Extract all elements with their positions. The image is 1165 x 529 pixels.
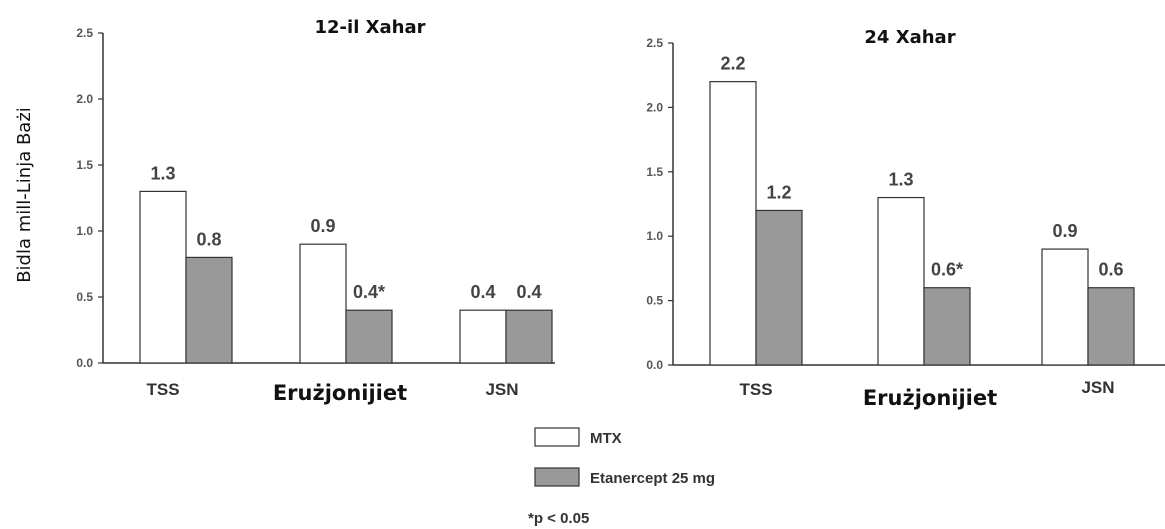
bar-mtx	[709, 81, 757, 366]
chart-panel-2: 24 Xahar 0.0 0.5 1.0 1.5 2.0 2.5 2.2 1.2 TSS 1.3 0.…	[646, 27, 1165, 410]
y-tick-label: 2.5	[76, 26, 93, 40]
y-tick-label: 2.0	[646, 100, 663, 114]
chart-title: 12-il Xahar	[315, 17, 426, 38]
bar-etanercept	[505, 309, 553, 364]
data-label: 0.9	[310, 216, 335, 236]
y-tick-label: 1.0	[646, 229, 663, 243]
data-label: 0.4	[470, 282, 495, 302]
legend-swatch-etanercept	[534, 467, 580, 487]
data-label: 0.6*	[931, 260, 963, 280]
data-label: 0.4	[516, 282, 541, 302]
bar-mtx	[877, 196, 925, 366]
chart-panel-1: 12-il Xahar 0.0 0.5 1.0 1.5 2.0 2.5 1.3 0.8 TSS 0.…	[76, 17, 555, 405]
bar-mtx	[459, 309, 507, 364]
y-tick-label: 1.5	[646, 165, 663, 179]
footnote: *p < 0.05	[528, 510, 589, 527]
chart-title: 24 Xahar	[864, 27, 955, 48]
legend-label-etanercept: Etanercept 25 mg	[590, 470, 715, 487]
legend-label-mtx: MTX	[590, 430, 622, 447]
category-label: TSS	[739, 380, 772, 399]
chart-panels: 12-il Xahar 0.0 0.5 1.0 1.5 2.0 2.5 1.3 0.8 TSS 0.…	[76, 17, 1165, 410]
y-tick-label: 1.5	[76, 158, 93, 172]
category-label: TSS	[146, 380, 179, 399]
bar-etanercept	[755, 209, 803, 366]
data-label: 0.6	[1098, 260, 1123, 280]
y-tick-label: 1.0	[76, 224, 93, 238]
category-label: JSN	[1081, 378, 1114, 397]
bar-etanercept	[1087, 287, 1135, 366]
legend: MTX Etanercept 25 mg	[534, 427, 715, 487]
y-tick-label: 2.5	[646, 36, 663, 50]
y-axis-label: Bidla mill-Linja Bażi	[14, 107, 35, 283]
data-label: 1.3	[150, 163, 175, 183]
data-label: 0.4*	[353, 282, 385, 302]
bar-etanercept	[185, 256, 233, 364]
data-label: 2.2	[720, 54, 745, 74]
bar-mtx	[1041, 248, 1089, 366]
data-label: 0.8	[196, 229, 221, 249]
bar-mtx	[139, 190, 187, 364]
bar-etanercept	[923, 287, 971, 366]
y-tick-label: 0.0	[76, 356, 93, 370]
category-label: Erużjonijiet	[273, 381, 407, 405]
bar-mtx	[299, 243, 347, 364]
bar-etanercept	[345, 309, 393, 364]
y-tick-label: 0.5	[646, 294, 663, 308]
category-label: Erużjonijiet	[863, 386, 997, 410]
data-label: 1.3	[888, 170, 913, 190]
category-label: JSN	[485, 380, 518, 399]
data-label: 0.9	[1052, 221, 1077, 241]
y-tick-label: 0.0	[646, 358, 663, 372]
y-tick-label: 2.0	[76, 92, 93, 106]
y-tick-label: 0.5	[76, 290, 93, 304]
data-label: 1.2	[766, 182, 791, 202]
legend-swatch-mtx	[534, 427, 580, 447]
